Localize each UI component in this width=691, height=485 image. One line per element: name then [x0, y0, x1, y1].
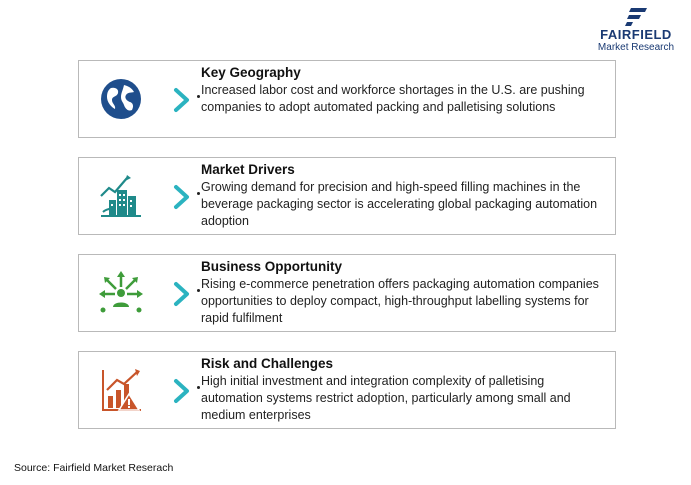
bullet-icon	[197, 289, 200, 292]
risk-chart-icon	[102, 369, 141, 411]
globe-icon	[101, 79, 141, 119]
card-market-drivers: Market Drivers Growing demand for precis…	[78, 157, 616, 235]
card-title: Risk and Challenges	[201, 356, 334, 371]
card-text: Growing demand for precision and high-sp…	[201, 180, 598, 228]
bullet-icon	[197, 95, 200, 98]
bullet-icon	[197, 192, 200, 195]
bullet-icon	[197, 386, 200, 389]
chevron-right-icon	[174, 282, 189, 306]
source-note: Source: Fairfield Market Reserach	[14, 462, 174, 474]
card-title: Market Drivers	[201, 162, 295, 177]
card-title: Key Geography	[201, 65, 301, 80]
card-text: Rising e-commerce penetration offers pac…	[201, 277, 599, 325]
network-opportunity-icon	[99, 271, 143, 313]
fairfield-logo-icon	[625, 8, 647, 26]
chevron-right-icon	[174, 185, 189, 209]
card-text: Increased labor cost and workforce short…	[201, 83, 585, 114]
fairfield-logo: FAIRFIELD Market Research	[591, 8, 681, 53]
card-text: High initial investment and integration …	[201, 374, 571, 422]
logo-tagline: Market Research	[597, 42, 675, 53]
growth-buildings-icon	[100, 175, 141, 217]
logo-name: FAIRFIELD	[600, 27, 672, 42]
chevron-right-icon	[174, 379, 189, 403]
chevron-right-icon	[174, 88, 189, 112]
card-business-opportunity: Business Opportunity Rising e-commerce p…	[78, 254, 616, 332]
card-title: Business Opportunity	[201, 259, 343, 274]
card-risk-and-challenges: Risk and Challenges High initial investm…	[78, 351, 616, 429]
card-key-geography: Key Geography Increased labor cost and w…	[78, 60, 616, 138]
